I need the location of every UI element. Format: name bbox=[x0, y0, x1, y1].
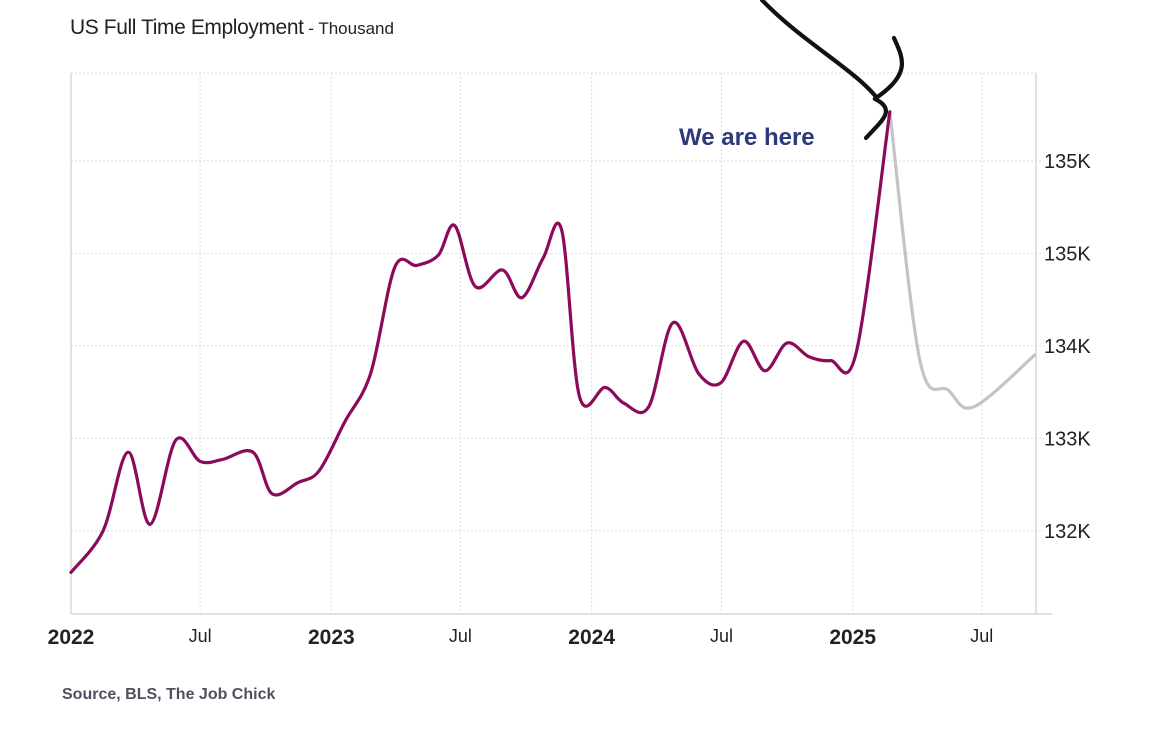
x-tick-label-month: Jul bbox=[710, 626, 733, 646]
chart-unit: Thousand bbox=[318, 19, 394, 38]
arrow-head bbox=[863, 35, 904, 141]
x-tick-label-year: 2023 bbox=[308, 626, 355, 649]
grid bbox=[71, 72, 1044, 614]
x-tick-label-year: 2022 bbox=[48, 626, 95, 649]
y-tick-label: 132K bbox=[1044, 521, 1091, 543]
y-tick-label: 134K bbox=[1044, 336, 1091, 358]
chart-title-text: US Full Time Employment bbox=[70, 16, 304, 39]
y-tick-label: 133K bbox=[1044, 428, 1091, 450]
chart-title: US Full Time Employment - Thousand bbox=[70, 16, 394, 40]
y-tick-label: 135K bbox=[1044, 243, 1091, 265]
x-tick-label-year: 2024 bbox=[568, 626, 615, 649]
y-tick-label: 135K bbox=[1044, 151, 1091, 173]
x-tick-label-month: Jul bbox=[189, 626, 212, 646]
source-note: Source, BLS, The Job Chick bbox=[62, 686, 276, 703]
series-line bbox=[69, 110, 892, 574]
chart-title-separator: - bbox=[303, 19, 319, 38]
arrow-shaft bbox=[759, 0, 879, 100]
x-tick-label-month: Jul bbox=[970, 626, 993, 646]
x-tick-label-year: 2025 bbox=[829, 626, 876, 649]
x-tick-label-month: Jul bbox=[449, 626, 472, 646]
annotation-arrow bbox=[759, 0, 904, 141]
annotation-label: We are here bbox=[679, 124, 815, 151]
series-line bbox=[888, 110, 1037, 410]
